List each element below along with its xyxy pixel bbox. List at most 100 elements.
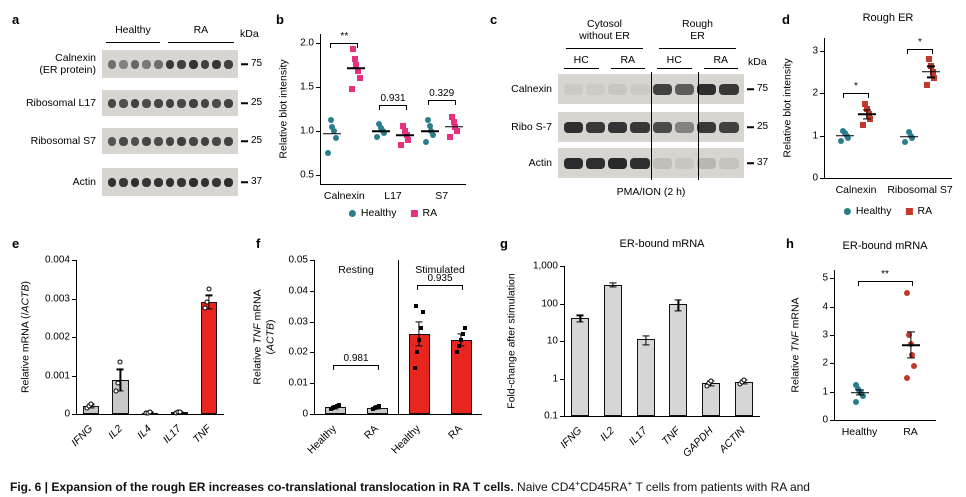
lane-separator	[651, 72, 652, 180]
kda-marker: 75	[251, 58, 263, 69]
x-category-label: Calnexin	[835, 184, 877, 196]
data-point	[88, 401, 94, 407]
data-point	[349, 85, 356, 92]
data-point	[400, 122, 407, 129]
bar	[734, 382, 753, 416]
data-point	[852, 398, 859, 405]
data-point	[461, 331, 465, 336]
panel-label-f: f	[256, 236, 261, 251]
kda-marker: 25	[251, 135, 263, 146]
data-point	[113, 388, 119, 394]
y-tick	[310, 352, 314, 354]
legend-item: Healthy	[843, 205, 892, 217]
y-tick-label: 0	[64, 408, 70, 420]
blot-band	[142, 98, 152, 108]
blot-band	[142, 177, 152, 187]
section-label: Stimulated	[415, 264, 465, 276]
legend-marker	[410, 209, 418, 217]
error-cap	[927, 76, 935, 79]
data-point	[422, 138, 429, 145]
error-bar	[119, 369, 121, 391]
data-point	[446, 134, 453, 141]
blot-band	[223, 98, 233, 108]
blot-band	[154, 59, 163, 69]
treatment-label: PMA/ION (2 h)	[616, 186, 686, 198]
y-tick-label: 10	[546, 335, 558, 347]
y-tick-label: 0.001	[44, 370, 70, 381]
legend-label: RA	[422, 207, 438, 219]
data-point	[177, 409, 183, 415]
blot-row-label: Ribo S-7	[511, 120, 552, 133]
data-point	[398, 142, 404, 149]
error-cap	[457, 345, 465, 347]
panel-a-western-blots: a Healthy RA kDa Calnexin (ER protein) 75 Ribo…	[8, 8, 272, 220]
bar	[450, 340, 472, 414]
data-point	[426, 122, 433, 129]
marker-dash	[241, 181, 248, 183]
group-header: Cytosol without ER	[579, 18, 630, 43]
blot-band	[188, 177, 198, 187]
blot-row-label: Actin	[528, 156, 552, 169]
y-tick	[820, 178, 824, 179]
marker-dash	[241, 102, 248, 104]
bar	[669, 304, 688, 416]
data-point	[330, 128, 337, 135]
y-tick	[72, 414, 76, 415]
legend-marker	[348, 209, 356, 217]
data-point	[421, 310, 425, 315]
data-point	[354, 68, 361, 75]
y-tick-label: 0.004	[44, 254, 70, 266]
caption-segment: CD45RA	[580, 480, 628, 494]
lane-separator	[697, 72, 699, 180]
caption-superscript: +	[575, 478, 581, 488]
mean-line	[396, 134, 414, 137]
header-underline	[659, 48, 736, 49]
blot-band	[177, 136, 186, 146]
data-point	[906, 129, 912, 136]
x-category-label: IL17	[160, 422, 184, 446]
data-point	[332, 135, 339, 142]
blot-band	[130, 136, 140, 146]
error-cap	[116, 368, 124, 370]
data-point	[351, 55, 358, 62]
y-tick-label: 1	[812, 130, 818, 142]
y-tick	[310, 321, 314, 323]
y-tick-label: 0	[822, 414, 828, 426]
caption-segment: T cells from patients with RA and	[632, 480, 810, 494]
panel-g-bar-er-bound-mrna: g ER-bound mRNA Fold-change after stimula…	[496, 232, 778, 476]
panel-d-scatter-rough-er: d Rough ER Relative blot intensity 0 1 2 3 * Ca…	[778, 8, 964, 230]
y-tick-label: 1	[822, 386, 828, 398]
blot-band	[107, 98, 117, 108]
legend-label: RA	[917, 205, 933, 217]
data-point	[450, 119, 457, 126]
blot-band	[165, 98, 175, 108]
legend: Healthy RA	[843, 205, 933, 217]
caption-text: Naive CD4+CD45RA+ T cells from patients …	[514, 478, 810, 494]
blot-band	[107, 177, 117, 187]
y-tick-label: 5	[822, 272, 828, 284]
data-point	[425, 117, 432, 124]
x-category-label: IL2	[598, 424, 618, 444]
data-point	[417, 338, 421, 343]
x-category-label: ACTIN	[717, 424, 748, 456]
y-tick-label: 0	[302, 408, 308, 420]
western-blot	[102, 50, 238, 78]
data-point	[414, 304, 418, 309]
y-tick	[316, 86, 320, 88]
blot-band	[563, 157, 583, 169]
data-point	[910, 363, 917, 370]
blot-band	[142, 136, 152, 146]
blot-band	[107, 136, 117, 146]
y-tick	[830, 335, 834, 337]
x-axis	[824, 178, 952, 179]
y-tick	[830, 306, 834, 308]
legend-label: Healthy	[855, 205, 892, 217]
blot-band	[177, 177, 186, 187]
group-header: RA	[193, 24, 209, 36]
error-cap	[205, 294, 213, 296]
error-bar	[612, 282, 614, 287]
bar	[571, 318, 590, 416]
mean-line	[444, 125, 463, 128]
y-tick-label: 4	[822, 301, 828, 313]
